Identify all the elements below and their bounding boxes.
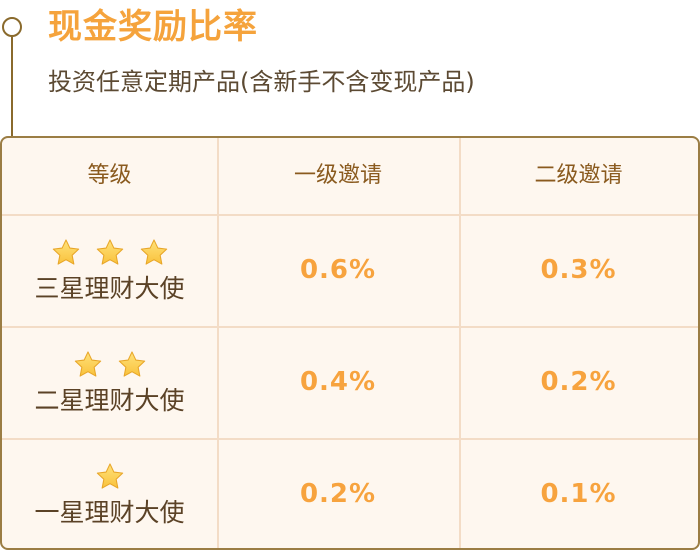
level-name: 一星理财大使 — [34, 498, 185, 527]
table-row-two-star: 二星理财大使 0.4% 0.2% — [2, 326, 698, 438]
first-invite-rate: 0.4% — [299, 367, 377, 397]
first-invite-rate: 0.2% — [299, 479, 377, 509]
page-subtitle: 投资任意定期产品(含新手不含变现产品) — [48, 68, 475, 96]
timeline-line — [11, 37, 13, 136]
header-cell-first-invite: 一级邀请 — [217, 138, 459, 214]
column-divider — [217, 138, 219, 548]
second-invite-rate-cell: 0.3% — [459, 214, 698, 326]
first-invite-rate-cell: 0.2% — [217, 438, 459, 548]
column-divider — [459, 138, 461, 548]
header-cell-second-invite: 二级邀请 — [459, 138, 698, 214]
second-invite-rate-cell: 0.2% — [459, 326, 698, 438]
page-title: 现金奖励比率 — [48, 7, 258, 47]
section-marker-icon — [2, 17, 22, 37]
reward-rate-table: 等级 一级邀请 二级邀请 三星理财大使 0.6% 0.3% 二星理财大使 0.4… — [0, 136, 700, 550]
column-header-level: 等级 — [87, 163, 132, 188]
first-invite-rate: 0.6% — [299, 255, 377, 285]
second-invite-rate-cell: 0.1% — [459, 438, 698, 548]
star-rating — [50, 236, 170, 270]
star-rating — [94, 460, 126, 494]
row-divider — [2, 214, 698, 216]
star-icon — [94, 461, 126, 493]
column-header-second-invite: 二级邀请 — [534, 163, 623, 188]
column-header-first-invite: 一级邀请 — [293, 163, 382, 188]
level-cell: 一星理财大使 — [2, 438, 217, 548]
row-divider — [2, 326, 698, 328]
star-icon — [138, 237, 170, 269]
level-cell: 二星理财大使 — [2, 326, 217, 438]
level-name: 三星理财大使 — [34, 274, 185, 303]
second-invite-rate: 0.1% — [540, 479, 617, 509]
row-divider — [2, 438, 698, 440]
first-invite-rate-cell: 0.6% — [217, 214, 459, 326]
star-icon — [50, 237, 82, 269]
star-icon — [72, 349, 104, 381]
first-invite-rate-cell: 0.4% — [217, 326, 459, 438]
table-header-row: 等级 一级邀请 二级邀请 — [2, 138, 698, 214]
star-rating — [72, 348, 148, 382]
level-name: 二星理财大使 — [34, 386, 185, 415]
table-row-three-star: 三星理财大使 0.6% 0.3% — [2, 214, 698, 326]
table-row-one-star: 一星理财大使 0.2% 0.1% — [2, 438, 698, 548]
second-invite-rate: 0.3% — [540, 255, 617, 285]
star-icon — [94, 237, 126, 269]
header-cell-level: 等级 — [2, 138, 217, 214]
star-icon — [116, 349, 148, 381]
second-invite-rate: 0.2% — [540, 367, 617, 397]
level-cell: 三星理财大使 — [2, 214, 217, 326]
